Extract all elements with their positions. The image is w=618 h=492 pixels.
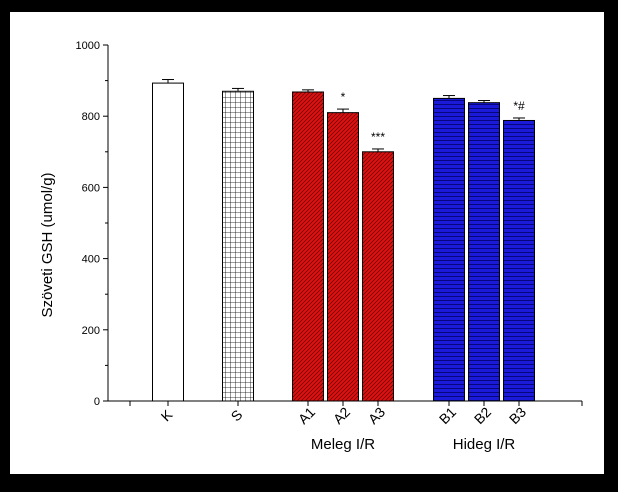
error-bars bbox=[162, 79, 525, 152]
y-axis-label: Szöveti GSH (umol/g) bbox=[39, 172, 56, 317]
y-tick-label: 0 bbox=[94, 396, 100, 408]
category-labels: K S A1 A2 A3 B1 B2 B3 bbox=[158, 404, 530, 428]
axes: 0 200 400 600 800 1000 bbox=[76, 40, 583, 408]
category-label-b1: B1 bbox=[436, 404, 460, 428]
bar-b3 bbox=[503, 119, 535, 402]
y-tick-label: 200 bbox=[82, 325, 100, 337]
annotation-b3: *# bbox=[513, 99, 525, 113]
category-label-b3: B3 bbox=[506, 404, 530, 428]
annotation-a2: * bbox=[341, 90, 346, 104]
group-label-meleg-i-r: Meleg I/R bbox=[311, 436, 375, 453]
category-label-s: S bbox=[228, 407, 246, 425]
bar-k bbox=[152, 82, 184, 402]
category-label-b2: B2 bbox=[471, 404, 495, 428]
group-label-hideg-i-r: Hideg I/R bbox=[453, 436, 516, 453]
bars bbox=[152, 82, 535, 402]
bar-a1 bbox=[292, 91, 324, 402]
bar-a3 bbox=[362, 151, 394, 402]
category-label-a3: A3 bbox=[365, 404, 389, 428]
chart-panel: Szöveti GSH (umol/g) 0 200 400 600 800 1000 *… bbox=[10, 12, 604, 474]
category-label-k: K bbox=[158, 406, 176, 424]
category-label-a2: A2 bbox=[330, 404, 354, 428]
bar-a2 bbox=[327, 112, 359, 402]
bar-chart: Szöveti GSH (umol/g) 0 200 400 600 800 1000 *… bbox=[39, 40, 583, 453]
annotation-a3: *** bbox=[371, 130, 385, 144]
bar-b1 bbox=[433, 97, 465, 402]
significance-annotations: *****# bbox=[341, 90, 525, 144]
y-tick-label: 800 bbox=[82, 111, 100, 123]
y-tick-label: 600 bbox=[82, 182, 100, 194]
group-labels: Meleg I/R Hideg I/R bbox=[311, 436, 516, 453]
y-tick-label: 1000 bbox=[76, 40, 100, 52]
bar-b2 bbox=[468, 102, 500, 402]
y-tick-label: 400 bbox=[82, 254, 100, 266]
category-label-a1: A1 bbox=[295, 404, 319, 428]
bar-s bbox=[222, 90, 254, 402]
